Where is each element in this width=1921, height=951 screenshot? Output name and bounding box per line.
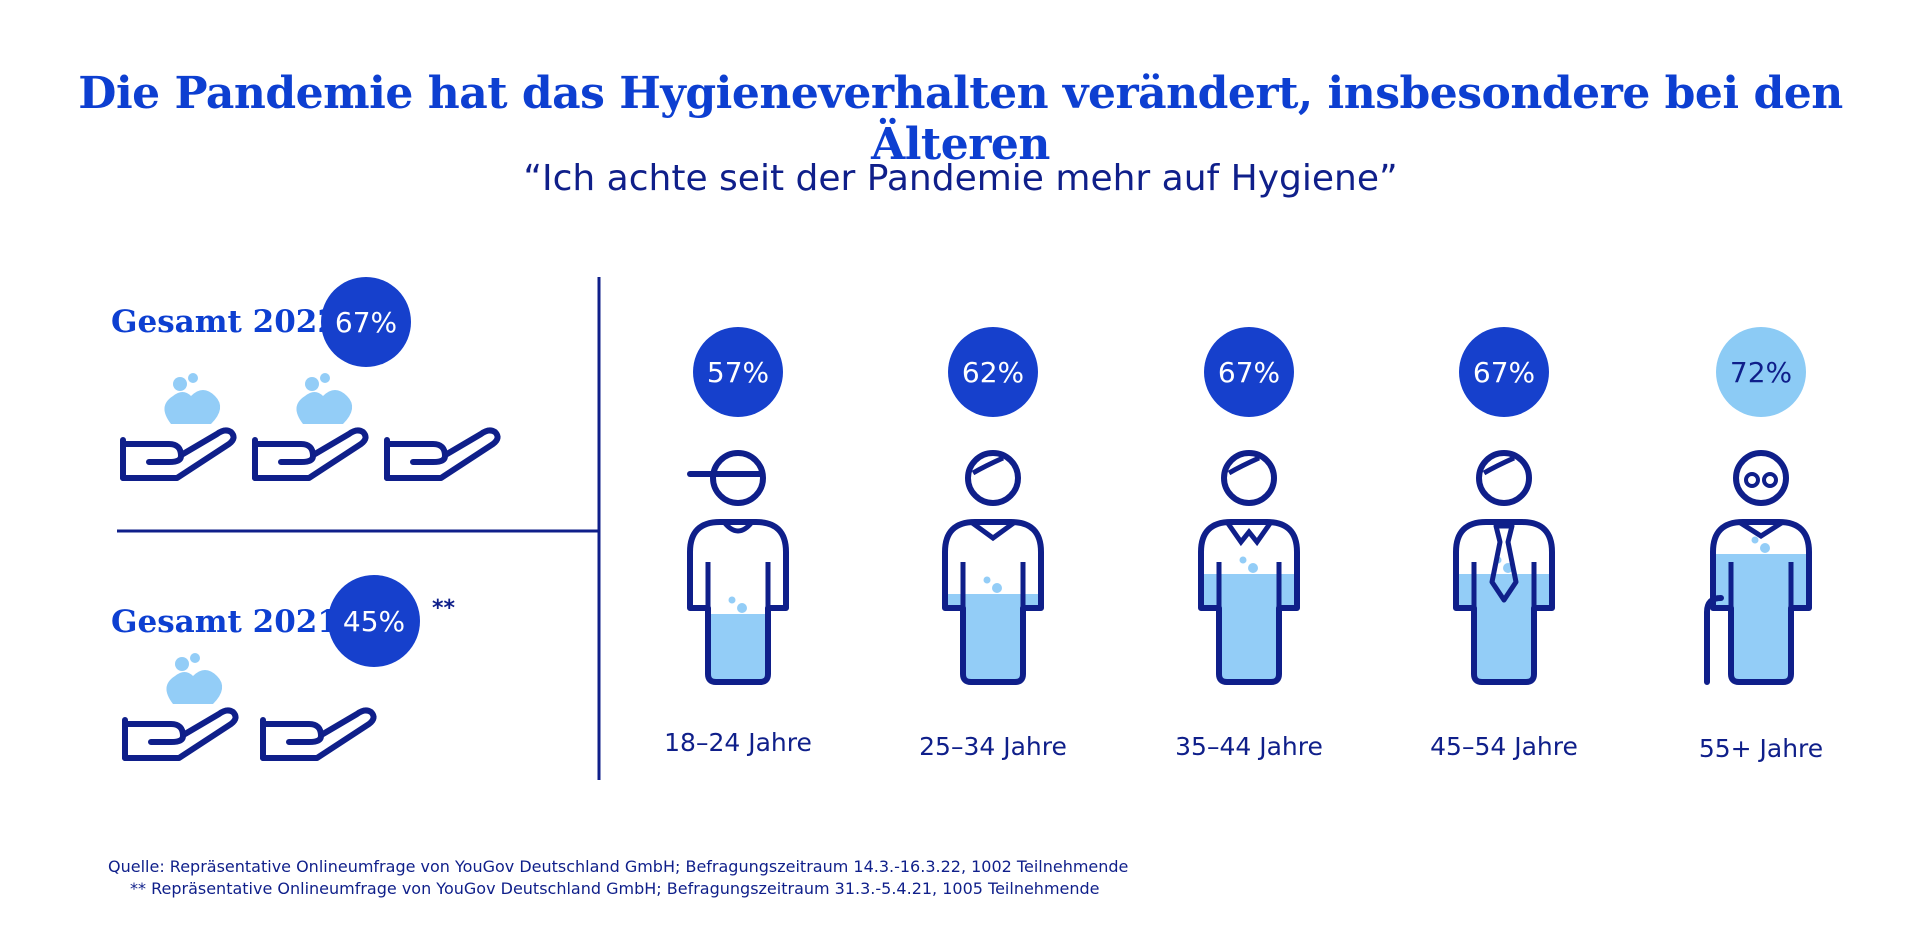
value-label: 67% <box>1459 327 1549 417</box>
hands-2021 <box>125 653 374 758</box>
category-label: 25–34 Jahre <box>919 732 1067 761</box>
fill-level <box>690 614 786 682</box>
person-vneck-icon <box>1198 450 1300 685</box>
person-collar-icon <box>942 450 1044 685</box>
fill-level <box>1201 574 1297 682</box>
age-group-figures <box>687 450 1812 685</box>
soap-hand-icon <box>125 653 236 758</box>
chart-title: Die Pandemie hat das Hygieneverhalten ve… <box>78 68 1843 170</box>
category-label: 35–44 Jahre <box>1175 732 1323 761</box>
source-line-1: Quelle: Repräsentative Onlineumfrage von… <box>108 857 1129 876</box>
total-2022-label: Gesamt 2022: <box>111 304 351 340</box>
total-2022-value: 67% <box>321 277 411 367</box>
empty-hand-icon <box>387 430 498 478</box>
person-tie-icon <box>1453 450 1555 685</box>
total-2021-label: Gesamt 2021: <box>111 604 351 640</box>
total-2021-value: 45% <box>328 575 420 667</box>
fill-level <box>1456 574 1552 682</box>
category-label: 18–24 Jahre <box>664 728 812 757</box>
empty-hand-icon <box>263 710 374 758</box>
fill-level <box>1713 554 1809 682</box>
chart-subtitle: “Ich achte seit der Pandemie mehr auf Hy… <box>523 158 1398 199</box>
value-label: 62% <box>948 327 1038 417</box>
value-label: 57% <box>693 327 783 417</box>
category-label: 55+ Jahre <box>1698 734 1824 763</box>
category-label: 45–54 Jahre <box>1430 732 1578 761</box>
value-label: 67% <box>1204 327 1294 417</box>
person-cap-icon <box>687 450 789 685</box>
footnote-marker: ** <box>432 596 456 621</box>
value-label: 72% <box>1716 327 1806 417</box>
soap-hand-icon <box>123 373 234 478</box>
hands-2022 <box>123 373 498 478</box>
soap-hand-icon <box>255 373 366 478</box>
person-elderly-cane-icon <box>1704 450 1812 685</box>
source-line-2: ** Repräsentative Onlineumfrage von YouG… <box>130 879 1100 898</box>
